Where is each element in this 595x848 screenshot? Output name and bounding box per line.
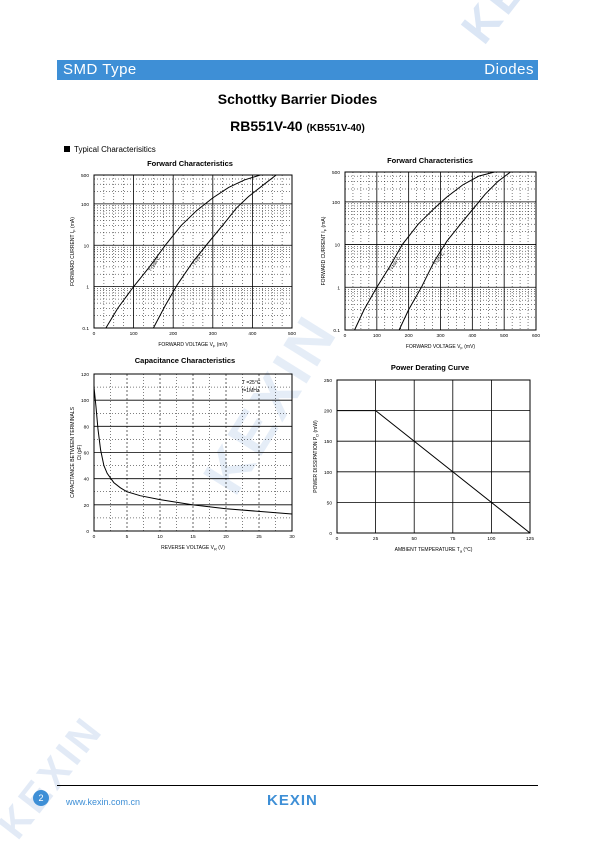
part-number-line: RB551V-40 (KB551V-40) — [0, 118, 595, 134]
x-tick-label: 15 — [190, 534, 196, 540]
x-tick-label: 0 — [93, 331, 96, 337]
y-tick-label: 500 — [81, 173, 89, 179]
y-tick-label: 20 — [84, 503, 90, 509]
capacitance-characteristics-chart: Capacitance Characteristics 0 5 10 15 20 25 30 0… — [70, 356, 295, 552]
y-tick-label: 100 — [332, 200, 340, 206]
x-tick-label: 500 — [500, 333, 508, 339]
part-alt: (KB551V-40) — [306, 123, 365, 134]
x-tick-label: 0 — [336, 536, 339, 542]
x-tick-label: 20 — [223, 534, 229, 540]
y-tick-label: 250 — [324, 378, 332, 384]
y-tick-label: 80 — [84, 424, 90, 430]
part-number: RB551V-40 — [230, 118, 303, 134]
forward-characteristics-chart-2: Forward Characteristics 0 100 200 300 400 500 6… — [321, 156, 540, 351]
header-category: Diodes — [484, 61, 534, 78]
y-tick-label: 120 — [81, 372, 89, 378]
y-axis-label: POWER DISSIPATION PD (mW) — [313, 420, 320, 493]
forward-characteristics-chart-1: Forward Characteristics 0 100 200 300 400 500 0… — [70, 159, 296, 349]
series-line — [105, 174, 261, 329]
series-line — [337, 410, 531, 534]
x-tick-label: 75 — [450, 536, 456, 542]
x-axis-label: AMBIENT TEMPERATURE Ta (°C) — [395, 547, 473, 554]
series-line — [398, 171, 511, 331]
chart-title: Capacitance Characteristics — [135, 356, 235, 365]
x-tick-label: 10 — [157, 534, 163, 540]
footer-url[interactable]: www.kexin.com.cn — [66, 797, 141, 807]
y-tick-label: 0.1 — [82, 326, 89, 332]
chart-annotation: f=1MHz — [242, 388, 260, 394]
x-tick-label: 25 — [373, 536, 379, 542]
x-tick-label: 500 — [288, 331, 296, 337]
plot-frame — [344, 171, 537, 331]
chart-annotation: T =25°C — [242, 380, 261, 386]
y-tick-label: 0 — [329, 531, 332, 537]
x-tick-label: 0 — [344, 333, 347, 339]
y-axis-label-symbol: Ct (pF) — [77, 444, 83, 460]
x-tick-label: 300 — [209, 331, 217, 337]
y-axis-label: FORWARD CURRENT IF (mA) — [321, 216, 328, 285]
x-axis-label: FORWARD VOLTAGE VF (mV) — [158, 342, 228, 349]
power-derating-chart: Power Derating Curve 0 25 50 75 100 125 0 50 100 1… — [313, 363, 534, 554]
footer-divider — [57, 785, 538, 786]
page-title: Schottky Barrier Diodes — [217, 91, 378, 107]
series-label: T=25°C — [192, 252, 204, 267]
watermark-top-right: KEXIN — [450, 0, 591, 53]
series-label: T=100°C — [147, 256, 161, 273]
series-line — [354, 171, 495, 331]
x-tick-label: 600 — [532, 333, 540, 339]
section-title: Typical Characterisitics — [74, 145, 156, 154]
header-bar: SMD Type Diodes — [57, 60, 538, 80]
y-tick-label: 1 — [86, 285, 89, 291]
watermark-bottom-left: KEXIN — [0, 707, 113, 848]
x-tick-label: 400 — [468, 333, 476, 339]
y-tick-label: 10 — [335, 243, 341, 249]
x-axis-label: FORWARD VOLTAGE VF (mV) — [406, 344, 476, 351]
series-line — [152, 174, 277, 329]
plot-frame — [93, 174, 293, 329]
kexin-logo: KEXIN — [267, 792, 318, 809]
x-tick-label: 125 — [526, 536, 534, 542]
y-tick-label: 0.1 — [333, 328, 340, 334]
x-tick-label: 50 — [412, 536, 418, 542]
plot-frame — [336, 379, 531, 534]
x-tick-label: 100 — [487, 536, 495, 542]
x-axis-label: REVERSE VOLTAGE VR (V) — [161, 545, 225, 552]
page-number-badge: 2 — [33, 790, 49, 806]
section-heading: Typical Characterisitics — [64, 145, 156, 154]
x-tick-label: 5 — [126, 534, 129, 540]
y-tick-label: 1 — [337, 285, 340, 291]
x-tick-label: 300 — [436, 333, 444, 339]
chart-title: Power Derating Curve — [391, 363, 469, 372]
y-tick-label: 0 — [86, 529, 89, 535]
y-tick-label: 60 — [84, 451, 90, 457]
plot-frame — [93, 373, 293, 532]
series-label: T=25°C — [433, 251, 445, 266]
x-tick-label: 100 — [130, 331, 138, 337]
x-tick-label: 200 — [169, 331, 177, 337]
series-label: T=100°C — [387, 256, 401, 273]
header-type: SMD Type — [63, 61, 137, 78]
y-tick-label: 500 — [332, 170, 340, 176]
y-axis-label: CAPACITANCE BETWEEN TERMINALS — [70, 406, 76, 498]
bullet-square-icon — [64, 146, 70, 152]
x-tick-label: 100 — [373, 333, 381, 339]
x-tick-label: 30 — [289, 534, 295, 540]
y-tick-label: 200 — [324, 409, 332, 415]
y-tick-label: 40 — [84, 477, 90, 483]
x-tick-label: 25 — [256, 534, 262, 540]
y-tick-label: 50 — [327, 500, 333, 506]
y-tick-label: 100 — [324, 470, 332, 476]
y-tick-label: 100 — [81, 202, 89, 208]
x-tick-label: 200 — [405, 333, 413, 339]
y-tick-label: 10 — [84, 243, 90, 249]
y-tick-label: 150 — [324, 439, 332, 445]
x-tick-label: 400 — [248, 331, 256, 337]
series-line — [93, 387, 293, 515]
x-tick-label: 0 — [93, 534, 96, 540]
chart-title: Forward Characteristics — [387, 156, 473, 165]
y-axis-label: FORWARD CURRENT IF (mA) — [70, 217, 77, 286]
y-tick-label: 100 — [81, 398, 89, 404]
chart-title: Forward Characteristics — [147, 159, 233, 168]
